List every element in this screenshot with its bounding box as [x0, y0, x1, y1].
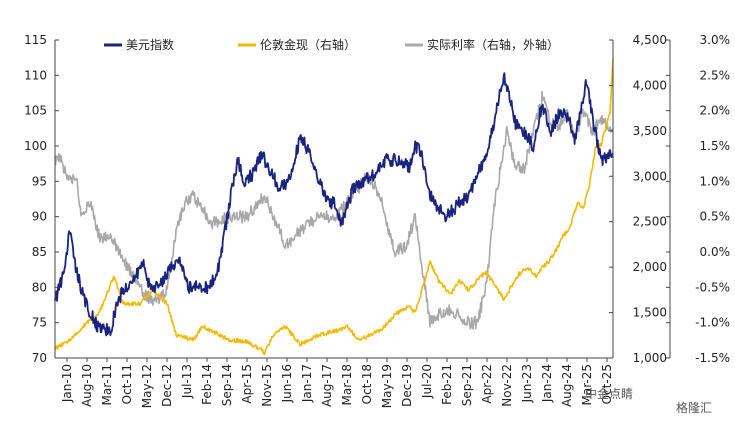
left-tick-label: 115: [24, 33, 47, 47]
x-tick-label: May-19: [380, 364, 394, 408]
x-tick-label: Oct-18: [360, 364, 374, 404]
right-tick-label: 1,000: [633, 351, 667, 365]
outer-tick-label: 3.0%: [700, 33, 731, 47]
legend-label-3: 实际利率（右轴，外轴）: [427, 37, 559, 52]
outer-tick-label: 2.0%: [700, 104, 731, 118]
x-tick-label: Jun-16: [280, 364, 294, 403]
x-tick-label: Feb-21: [440, 364, 454, 405]
right-tick-label: 4,000: [633, 78, 667, 92]
outer-tick-label: 0.5%: [700, 210, 731, 224]
x-tick-label: Aug-10: [80, 364, 94, 407]
x-tick-label: Jan-10: [60, 364, 74, 403]
left-tick-label: 95: [32, 174, 47, 188]
watermark-logo: 格隆汇: [676, 400, 712, 415]
legend-label-2: 伦敦金现（右轴）: [260, 37, 356, 52]
x-tick-label: Jan-17: [300, 364, 314, 403]
left-tick-label: 85: [32, 245, 47, 259]
outer-tick-label: -0.5%: [695, 280, 730, 294]
x-tick-label: Mar-11: [100, 364, 114, 405]
x-tick-label: Mar-25: [580, 364, 594, 405]
series-line-2: [54, 58, 614, 356]
x-tick-label: May-12: [140, 364, 154, 408]
right-tick-label: 3,500: [633, 124, 667, 138]
x-tick-label: Jul-13: [180, 364, 194, 399]
legend: 美元指数 伦敦金现（右轴） 实际利率（右轴，外轴）: [104, 37, 559, 52]
legend-label-1: 美元指数: [126, 37, 174, 52]
x-tick-label: Aug-24: [560, 364, 574, 407]
plot-area: [54, 58, 614, 356]
x-tick-label: Nov-22: [500, 364, 514, 407]
x-tick-label: Dec-12: [160, 364, 174, 407]
x-tick-label: Apr-15: [240, 364, 254, 404]
outer-tick-label: 1.5%: [700, 139, 731, 153]
outer-tick-label: 1.0%: [700, 174, 731, 188]
x-tick-label: Sep-21: [460, 364, 474, 406]
x-tick-label: Sep-14: [220, 364, 234, 406]
x-tick-label: Jan-24: [540, 364, 554, 403]
x-tick-label: Dec-19: [400, 364, 414, 407]
axes: 70 75 80 85 90 95 100 105 110 115 1,000 1,500 2,000 2…: [24, 33, 730, 408]
left-tick-label: 80: [32, 280, 47, 294]
left-tick-label: 100: [24, 139, 47, 153]
right-tick-label: 3,000: [633, 169, 667, 183]
outer-tick-label: -1.5%: [695, 351, 730, 365]
x-tick-label: Apr-22: [480, 364, 494, 404]
left-tick-label: 75: [32, 316, 47, 330]
left-tick-label: 110: [24, 68, 47, 82]
right-tick-label: 2,000: [633, 260, 667, 274]
x-tick-label: Jun-23: [520, 364, 534, 403]
x-tick-label: Mar-18: [340, 364, 354, 405]
left-tick-label: 70: [32, 351, 47, 365]
watermark-text: 中金点睛: [585, 386, 633, 401]
x-tick-label: Oct-25: [600, 364, 614, 404]
right-tick-label: 1,500: [633, 306, 667, 320]
x-tick-label: Nov-15: [260, 364, 274, 407]
x-tick-label: Jul-20: [420, 364, 434, 399]
x-tick-label: Oct-11: [120, 364, 134, 404]
x-tick-label: Aug-17: [320, 364, 334, 407]
x-tick-label: Feb-14: [200, 364, 214, 405]
series-line-1: [54, 72, 614, 337]
left-tick-label: 105: [24, 104, 47, 118]
left-tick-label: 90: [32, 210, 47, 224]
right-tick-label: 2,500: [633, 215, 667, 229]
outer-tick-label: -1.0%: [695, 316, 730, 330]
outer-tick-label: 2.5%: [700, 68, 731, 82]
right-tick-label: 4,500: [633, 33, 667, 47]
outer-tick-label: 0.0%: [700, 245, 731, 259]
series-line-3: [54, 90, 614, 330]
